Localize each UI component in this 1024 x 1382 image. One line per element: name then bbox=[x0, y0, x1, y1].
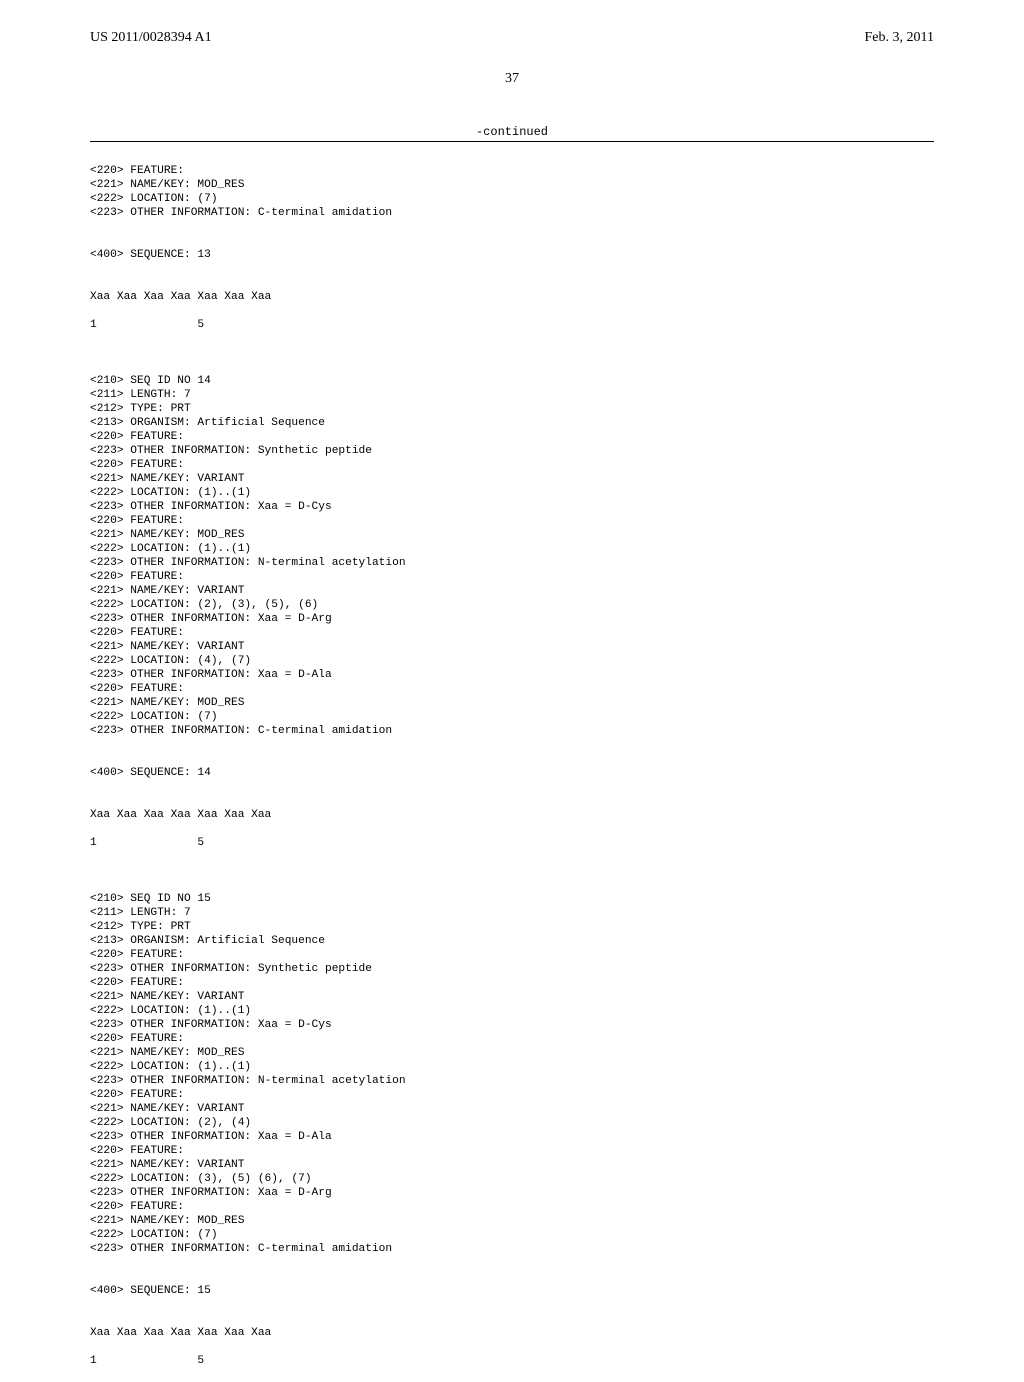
feature-line: <223> OTHER INFORMATION: Xaa = D-Cys bbox=[90, 501, 332, 513]
page-header: US 2011/0028394 A1 Feb. 3, 2011 bbox=[90, 30, 934, 46]
feature-line: <222> LOCATION: (1)..(1) bbox=[90, 1061, 251, 1073]
feature-line: <223> OTHER INFORMATION: C-terminal amid… bbox=[90, 725, 392, 737]
feature-line: <222> LOCATION: (1)..(1) bbox=[90, 543, 251, 555]
feature-line: <221> NAME/KEY: VARIANT bbox=[90, 473, 244, 485]
feature-line: <223> OTHER INFORMATION: C-terminal amid… bbox=[90, 207, 392, 219]
feature-line: <223> OTHER INFORMATION: Synthetic pepti… bbox=[90, 963, 372, 975]
feature-line: <213> ORGANISM: Artificial Sequence bbox=[90, 417, 325, 429]
feature-line: <221> NAME/KEY: VARIANT bbox=[90, 1103, 244, 1115]
feature-line: <222> LOCATION: (7) bbox=[90, 1229, 218, 1241]
feature-line: <222> LOCATION: (1)..(1) bbox=[90, 1005, 251, 1017]
feature-line: <220> FEATURE: bbox=[90, 1033, 184, 1045]
publication-date: Feb. 3, 2011 bbox=[865, 30, 934, 46]
feature-line: <223> OTHER INFORMATION: N-terminal acet… bbox=[90, 1075, 406, 1087]
feature-line: <222> LOCATION: (4), (7) bbox=[90, 655, 251, 667]
feature-line: <211> LENGTH: 7 bbox=[90, 389, 191, 401]
feature-line: <221> NAME/KEY: VARIANT bbox=[90, 991, 244, 1003]
sequence-residues: Xaa Xaa Xaa Xaa Xaa Xaa Xaa bbox=[90, 808, 934, 822]
feature-line: <220> FEATURE: bbox=[90, 571, 184, 583]
feature-line: <221> NAME/KEY: MOD_RES bbox=[90, 697, 244, 709]
feature-line: <223> OTHER INFORMATION: Xaa = D-Ala bbox=[90, 669, 332, 681]
feature-line: <211> LENGTH: 7 bbox=[90, 907, 191, 919]
feature-line: <223> OTHER INFORMATION: Xaa = D-Arg bbox=[90, 613, 332, 625]
sequence-label: <400> SEQUENCE: 15 bbox=[90, 1284, 934, 1298]
feature-line: <210> SEQ ID NO 14 bbox=[90, 375, 211, 387]
sequence-label: <400> SEQUENCE: 14 bbox=[90, 766, 934, 780]
feature-line: <221> NAME/KEY: VARIANT bbox=[90, 1159, 244, 1171]
sequence-label: <400> SEQUENCE: 13 bbox=[90, 248, 934, 262]
feature-line: <221> NAME/KEY: VARIANT bbox=[90, 641, 244, 653]
feature-line: <222> LOCATION: (7) bbox=[90, 711, 218, 723]
divider-line bbox=[90, 141, 934, 142]
feature-line: <221> NAME/KEY: MOD_RES bbox=[90, 179, 244, 191]
sequence-positions: 1 5 bbox=[90, 1354, 934, 1368]
feature-line: <223> OTHER INFORMATION: C-terminal amid… bbox=[90, 1243, 392, 1255]
feature-line: <221> NAME/KEY: MOD_RES bbox=[90, 1215, 244, 1227]
feature-line: <220> FEATURE: bbox=[90, 1201, 184, 1213]
sequence-positions: 1 5 bbox=[90, 836, 934, 850]
feature-line: <222> LOCATION: (2), (3), (5), (6) bbox=[90, 599, 318, 611]
feature-line: <220> FEATURE: bbox=[90, 683, 184, 695]
feature-line: <221> NAME/KEY: VARIANT bbox=[90, 585, 244, 597]
feature-line: <221> NAME/KEY: MOD_RES bbox=[90, 529, 244, 541]
feature-line: <223> OTHER INFORMATION: Xaa = D-Cys bbox=[90, 1019, 332, 1031]
feature-line: <220> FEATURE: bbox=[90, 977, 184, 989]
feature-line: <221> NAME/KEY: MOD_RES bbox=[90, 1047, 244, 1059]
feature-line: <210> SEQ ID NO 15 bbox=[90, 893, 211, 905]
feature-line: <222> LOCATION: (1)..(1) bbox=[90, 487, 251, 499]
seq-15-header: <210> SEQ ID NO 15 <211> LENGTH: 7 <212>… bbox=[90, 892, 934, 1256]
feature-line: <220> FEATURE: bbox=[90, 431, 184, 443]
seq-13-features: <220> FEATURE: <221> NAME/KEY: MOD_RES <… bbox=[90, 164, 934, 220]
feature-line: <223> OTHER INFORMATION: Xaa = D-Ala bbox=[90, 1131, 332, 1143]
feature-line: <220> FEATURE: bbox=[90, 515, 184, 527]
feature-line: <220> FEATURE: bbox=[90, 459, 184, 471]
feature-line: <222> LOCATION: (3), (5) (6), (7) bbox=[90, 1173, 312, 1185]
feature-line: <212> TYPE: PRT bbox=[90, 921, 191, 933]
feature-line: <220> FEATURE: bbox=[90, 949, 184, 961]
page-number: 37 bbox=[90, 71, 934, 87]
feature-line: <213> ORGANISM: Artificial Sequence bbox=[90, 935, 325, 947]
feature-line: <222> LOCATION: (7) bbox=[90, 193, 218, 205]
feature-line: <223> OTHER INFORMATION: N-terminal acet… bbox=[90, 557, 406, 569]
sequence-residues: Xaa Xaa Xaa Xaa Xaa Xaa Xaa bbox=[90, 290, 934, 304]
sequence-listing: <220> FEATURE: <221> NAME/KEY: MOD_RES <… bbox=[90, 150, 934, 1382]
publication-number: US 2011/0028394 A1 bbox=[90, 30, 212, 46]
feature-line: <223> OTHER INFORMATION: Synthetic pepti… bbox=[90, 445, 372, 457]
feature-line: <220> FEATURE: bbox=[90, 165, 184, 177]
seq-14-header: <210> SEQ ID NO 14 <211> LENGTH: 7 <212>… bbox=[90, 374, 934, 738]
feature-line: <220> FEATURE: bbox=[90, 627, 184, 639]
sequence-residues: Xaa Xaa Xaa Xaa Xaa Xaa Xaa bbox=[90, 1326, 934, 1340]
continued-label: -continued bbox=[90, 125, 934, 139]
feature-line: <220> FEATURE: bbox=[90, 1089, 184, 1101]
feature-line: <220> FEATURE: bbox=[90, 1145, 184, 1157]
sequence-positions: 1 5 bbox=[90, 318, 934, 332]
feature-line: <222> LOCATION: (2), (4) bbox=[90, 1117, 251, 1129]
feature-line: <212> TYPE: PRT bbox=[90, 403, 191, 415]
feature-line: <223> OTHER INFORMATION: Xaa = D-Arg bbox=[90, 1187, 332, 1199]
